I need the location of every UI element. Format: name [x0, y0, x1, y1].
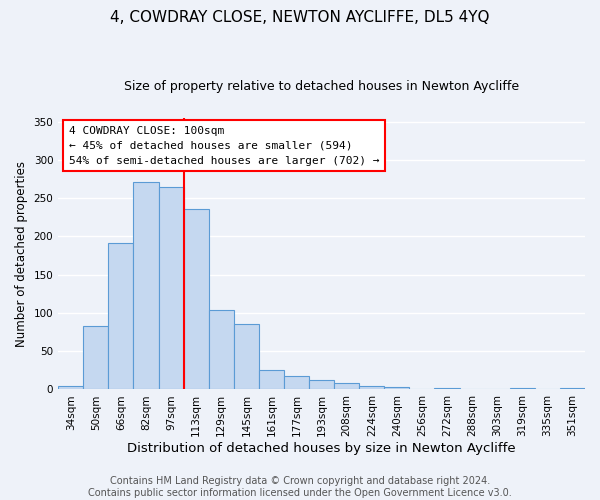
- Bar: [385, 387, 409, 390]
- Bar: [234, 324, 259, 390]
- Bar: [434, 388, 460, 390]
- Bar: [133, 182, 158, 390]
- Y-axis label: Number of detached properties: Number of detached properties: [15, 160, 28, 346]
- Bar: [209, 310, 234, 390]
- Bar: [510, 388, 535, 390]
- Bar: [309, 380, 334, 390]
- Bar: [560, 388, 585, 390]
- Bar: [158, 186, 184, 390]
- Title: Size of property relative to detached houses in Newton Aycliffe: Size of property relative to detached ho…: [124, 80, 519, 93]
- Bar: [58, 386, 83, 390]
- Bar: [334, 384, 359, 390]
- X-axis label: Distribution of detached houses by size in Newton Aycliffe: Distribution of detached houses by size …: [127, 442, 516, 455]
- Text: 4 COWDRAY CLOSE: 100sqm
← 45% of detached houses are smaller (594)
54% of semi-d: 4 COWDRAY CLOSE: 100sqm ← 45% of detache…: [69, 126, 379, 166]
- Bar: [184, 209, 209, 390]
- Bar: [284, 376, 309, 390]
- Text: Contains HM Land Registry data © Crown copyright and database right 2024.
Contai: Contains HM Land Registry data © Crown c…: [88, 476, 512, 498]
- Text: 4, COWDRAY CLOSE, NEWTON AYCLIFFE, DL5 4YQ: 4, COWDRAY CLOSE, NEWTON AYCLIFFE, DL5 4…: [110, 10, 490, 25]
- Bar: [83, 326, 109, 390]
- Bar: [109, 242, 133, 390]
- Bar: [259, 370, 284, 390]
- Bar: [359, 386, 385, 390]
